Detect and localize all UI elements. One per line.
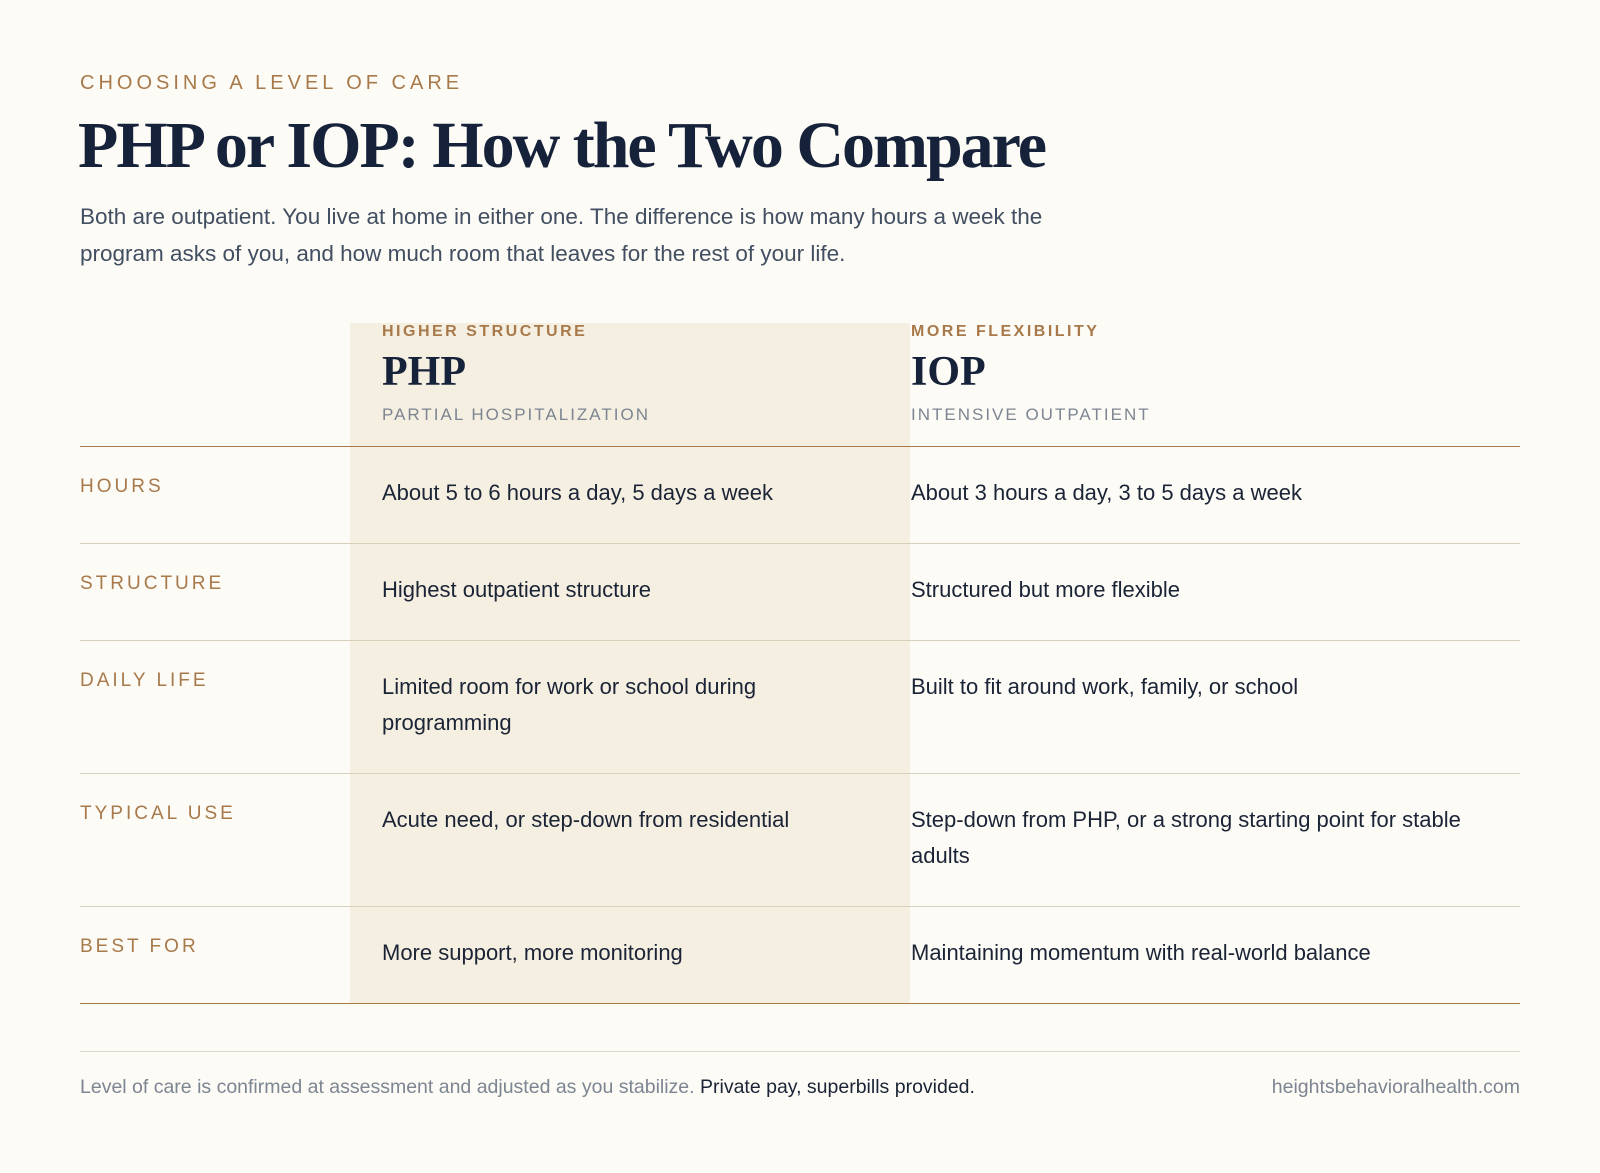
iop-kicker: MORE FLEXIBILITY <box>911 323 1100 340</box>
table-row-hours: HOURS About 5 to 6 hours a day, 5 days a… <box>80 446 1520 543</box>
php-cell: Acute need, or step-down from residentia… <box>382 807 790 832</box>
iop-cell: Built to fit around work, family, or sch… <box>911 674 1299 699</box>
website-url[interactable]: heightsbehavioralhealth.com <box>1271 1076 1520 1098</box>
iop-column-header: MORE FLEXIBILITY IOP INTENSIVE OUTPATIEN… <box>911 323 1151 425</box>
row-label: STRUCTURE <box>80 573 225 594</box>
table-bottom-rule <box>80 1003 1520 1004</box>
php-cell: About 5 to 6 hours a day, 5 days a week <box>382 480 773 505</box>
table-row-best-for: BEST FOR More support, more monitoring M… <box>80 906 1520 1003</box>
eyebrow: CHOOSING A LEVEL OF CARE <box>80 72 464 94</box>
footer-note-emphasis: Private pay, superbills provided. <box>700 1076 975 1098</box>
iop-abbreviation: IOP <box>911 349 986 395</box>
comparison-table: HIGHER STRUCTURE PHP PARTIAL HOSPITALIZA… <box>80 323 1520 1004</box>
php-column-header: HIGHER STRUCTURE PHP PARTIAL HOSPITALIZA… <box>382 323 650 425</box>
row-label: TYPICAL USE <box>80 803 236 824</box>
php-abbreviation: PHP <box>382 349 466 395</box>
php-kicker: HIGHER STRUCTURE <box>382 323 588 340</box>
table-row-structure: STRUCTURE Highest outpatient structure S… <box>80 543 1520 640</box>
footer-note-text: Level of care is confirmed at assessment… <box>80 1076 695 1098</box>
row-label: BEST FOR <box>80 936 199 957</box>
iop-cell: Step-down from PHP, or a strong starting… <box>911 807 1461 868</box>
php-cell: Limited room for work or school during p… <box>382 674 757 735</box>
php-cell: More support, more monitoring <box>382 940 683 965</box>
row-label: DAILY LIFE <box>80 670 209 691</box>
row-label: HOURS <box>80 476 164 497</box>
iop-cell: About 3 hours a day, 3 to 5 days a week <box>911 480 1302 505</box>
table-header: HIGHER STRUCTURE PHP PARTIAL HOSPITALIZA… <box>80 323 1520 446</box>
footer-divider <box>80 1051 1520 1052</box>
iop-cell: Maintaining momentum with real-world bal… <box>911 940 1371 965</box>
php-cell: Highest outpatient structure <box>382 577 652 602</box>
php-full-name: PARTIAL HOSPITALIZATION <box>382 405 650 424</box>
iop-full-name: INTENSIVE OUTPATIENT <box>911 405 1151 424</box>
php-column-highlight <box>350 323 910 1003</box>
table-row-daily-life: DAILY LIFE Limited room for work or scho… <box>80 640 1520 773</box>
footer-note: Level of care is confirmed at assessment… <box>80 1076 975 1099</box>
page-title: PHP or IOP: How the Two Compare <box>78 109 1047 182</box>
iop-cell: Structured but more flexible <box>911 577 1181 602</box>
table-row-typical-use: TYPICAL USE Acute need, or step-down fro… <box>80 773 1520 906</box>
intro-paragraph: Both are outpatient. You live at home in… <box>80 204 1043 266</box>
